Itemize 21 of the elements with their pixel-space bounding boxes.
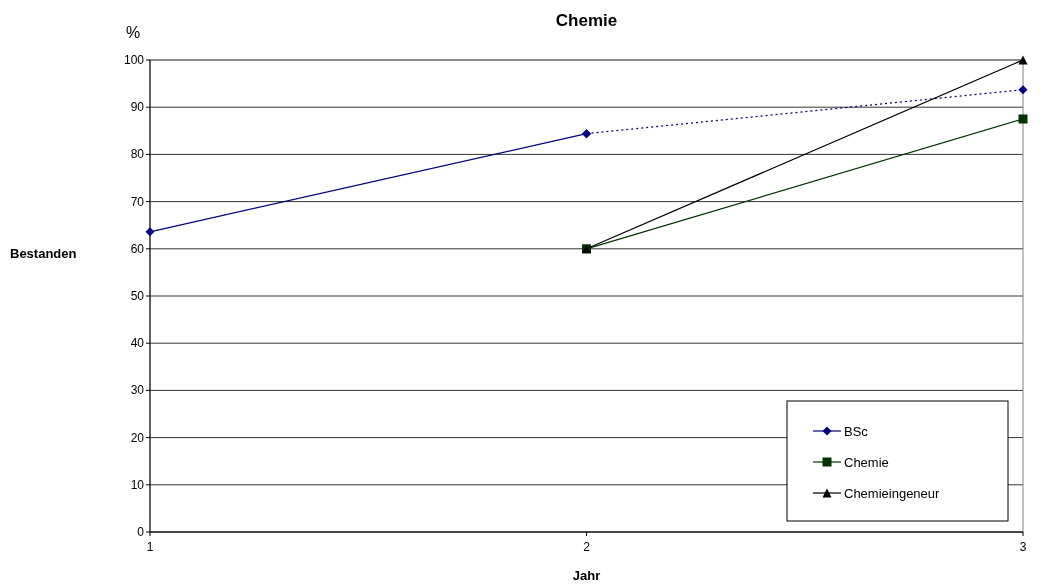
x-tick-label: 2: [583, 540, 591, 554]
y-tick-label: 40: [130, 336, 145, 351]
y-tick-label: 50: [130, 289, 145, 303]
chart-title: Chemie: [555, 11, 618, 30]
legend-label: Chemie: [844, 455, 889, 470]
y-tick-label: 80: [130, 147, 145, 162]
y-tick-label: 100: [123, 53, 145, 67]
y-tick-label: 0: [137, 525, 145, 539]
y-tick-label: 30: [130, 383, 145, 398]
y-tick-label: 60: [130, 241, 145, 256]
y-tick-label: 90: [130, 100, 145, 115]
y-axis-title: Bestanden: [10, 246, 77, 261]
legend-label: BSc: [844, 424, 869, 439]
x-axis-title: Jahr: [572, 568, 601, 583]
y-tick-label: 70: [130, 194, 145, 209]
y-tick-label: 20: [130, 430, 145, 445]
text: %: [125, 24, 141, 41]
legend-label: Chemieingeneur: [844, 486, 941, 501]
x-tick-label: 1: [146, 540, 154, 554]
y-tick-label: 10: [130, 477, 145, 492]
x-tick-label: 3: [1019, 540, 1027, 554]
